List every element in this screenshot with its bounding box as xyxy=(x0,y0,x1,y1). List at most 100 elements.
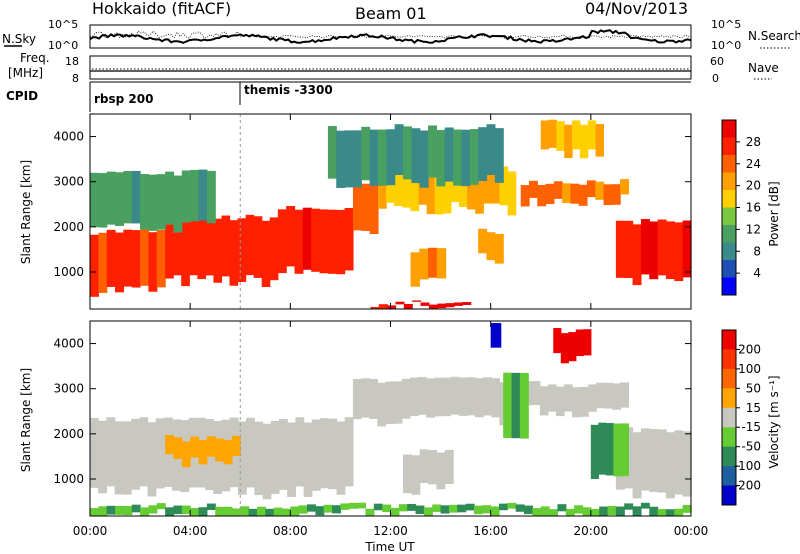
heatmap-cell xyxy=(131,418,140,490)
heatmap-cell xyxy=(319,209,329,274)
velocity-ytick-label: 2000 xyxy=(53,427,84,441)
heatmap-cell xyxy=(560,333,569,364)
heatmap-cell xyxy=(545,183,555,204)
heatmap-cell xyxy=(465,503,475,511)
heatmap-cell xyxy=(229,220,239,286)
heatmap-cell xyxy=(478,127,488,181)
heatmap-cell xyxy=(213,218,223,283)
heatmap-cell xyxy=(640,428,650,491)
velocity-colorbar-swatch xyxy=(722,466,736,487)
heatmap-cell xyxy=(583,329,592,356)
heatmap-cell xyxy=(294,209,304,274)
heatmap-cell xyxy=(595,181,605,200)
heatmap-cell xyxy=(369,129,379,186)
heatmap-cell xyxy=(395,301,405,305)
heatmap-cell xyxy=(262,423,272,500)
noise-panel: N.Sky 10^5 10^0 10^5 10^0 N.Search xyxy=(2,18,800,52)
heatmap-cell xyxy=(131,504,141,513)
heatmap-cell xyxy=(336,130,346,188)
power-colorbar-label: 12 xyxy=(746,222,761,236)
velocity-colorbar-swatch xyxy=(722,368,736,389)
velocity-colorbar-label: -15 xyxy=(741,420,761,434)
power-colorbar-swatch xyxy=(722,190,736,208)
heatmap-cell xyxy=(240,506,250,516)
heatmap-cell xyxy=(361,126,371,181)
heatmap-cell xyxy=(173,437,183,459)
heatmap-cell xyxy=(147,422,157,497)
heatmap-cell xyxy=(459,167,468,207)
heatmap-cell xyxy=(181,170,191,223)
heatmap-cell xyxy=(469,129,479,185)
heatmap-cell xyxy=(365,508,375,516)
heatmap-cell xyxy=(361,183,371,231)
heatmap-cell xyxy=(403,304,413,309)
power-colorbar-swatch xyxy=(722,172,736,191)
heatmap-cell xyxy=(428,450,438,485)
time-tick-label: 12:00 xyxy=(373,524,408,538)
heatmap-cell xyxy=(529,180,538,198)
heatmap-cell xyxy=(165,435,175,455)
heatmap-cell xyxy=(90,417,99,488)
heatmap-cell xyxy=(486,124,496,176)
heatmap-cell xyxy=(515,504,525,512)
heatmap-cell xyxy=(539,386,549,416)
heatmap-cell xyxy=(553,328,562,354)
heatmap-cell xyxy=(332,505,342,514)
velocity-colorbar-swatch xyxy=(722,349,736,370)
power-colorbar-swatch xyxy=(722,207,736,226)
heatmap-cell xyxy=(323,504,333,513)
velocity-ylabel: Slant Range [km] xyxy=(19,368,33,472)
freq-label-2: [MHz] xyxy=(8,66,43,80)
power-colorbar-label: 20 xyxy=(746,179,761,193)
velocity-ytick-label: 1000 xyxy=(53,472,84,486)
heatmap-cell xyxy=(603,184,613,206)
heatmap-cell xyxy=(649,429,659,492)
heatmap-cell xyxy=(181,505,191,515)
noise-sky-label: N.Sky xyxy=(2,32,36,46)
beam-title: Beam 01 xyxy=(355,4,427,23)
heatmap-cell xyxy=(596,382,605,409)
freq-tick-top: 18 xyxy=(65,55,79,68)
heatmap-cell xyxy=(344,417,354,487)
power-colorbar-swatch xyxy=(722,155,736,173)
heatmap-cell xyxy=(106,417,116,487)
heatmap-cell xyxy=(377,382,387,427)
heatmap-cell xyxy=(307,504,316,512)
heatmap-cell xyxy=(410,252,420,287)
heatmap-cell xyxy=(401,378,411,419)
heatmap-cell xyxy=(246,417,255,488)
heatmap-cell xyxy=(344,208,354,271)
heatmap-cell xyxy=(615,220,625,278)
heatmap-cell xyxy=(595,124,604,157)
heatmap-cell xyxy=(237,421,247,495)
heatmap-cell xyxy=(357,502,367,509)
heatmap-cell xyxy=(475,378,484,418)
heatmap-cell xyxy=(253,216,263,278)
heatmap-cell xyxy=(106,229,116,287)
heatmap-cell xyxy=(467,168,476,210)
heatmap-cell xyxy=(605,423,614,476)
heatmap-cell xyxy=(156,174,166,230)
heatmap-cell xyxy=(615,506,625,516)
heatmap-cell xyxy=(607,506,617,516)
heatmap-cell xyxy=(587,120,597,150)
heatmap-cell xyxy=(599,506,609,516)
heatmap-cell xyxy=(624,220,634,278)
date-title: 04/Nov/2013 xyxy=(585,0,688,18)
heatmap-cell xyxy=(565,508,575,516)
power-colorbar-label: 28 xyxy=(746,135,761,149)
heatmap-cell xyxy=(572,120,581,150)
velocity-colorbar-swatch xyxy=(722,330,736,350)
heatmap-cell xyxy=(491,165,501,204)
power-colorbar-label: 8 xyxy=(753,244,761,258)
heatmap-cell xyxy=(261,220,271,287)
velocity-colorbar-label: 50 xyxy=(746,381,761,395)
velocity-panel: 4000 3000 2000 1000 Slant Range [km] xyxy=(19,320,692,517)
heatmap-cell xyxy=(442,170,452,214)
heatmap-cell xyxy=(547,384,557,412)
power-ytick-label: 2000 xyxy=(53,220,84,234)
time-tick-label: 04:00 xyxy=(173,524,208,538)
heatmap-cell xyxy=(298,505,308,514)
noise-search-trace xyxy=(89,30,692,39)
heatmap-cell xyxy=(555,386,565,417)
